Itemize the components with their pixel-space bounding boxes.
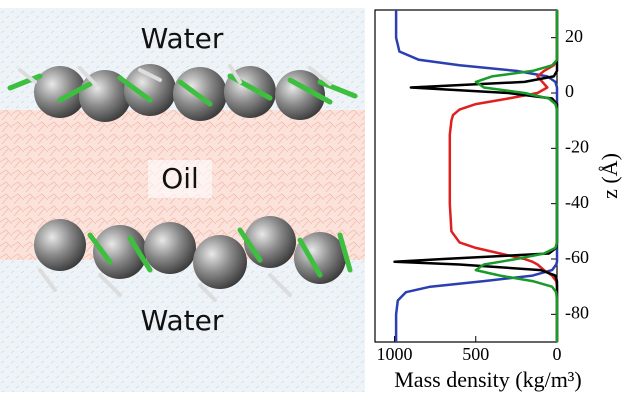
page: {"illustration": {"labels": ["Water", "O… xyxy=(0,0,626,402)
y-axis-label: z (Å) xyxy=(597,153,622,199)
region-label: Water xyxy=(141,304,224,337)
y-tick-label: 20 xyxy=(565,26,583,46)
y-tick-label: -40 xyxy=(565,192,589,212)
y-tick-label: -60 xyxy=(565,247,589,267)
region-label: Water xyxy=(141,22,224,55)
simulation-snapshot: Water Oil Water xyxy=(0,8,365,392)
density-curve xyxy=(476,10,557,342)
plot-frame xyxy=(375,10,557,342)
density-curve xyxy=(396,10,557,342)
region-label: Oil xyxy=(161,162,199,195)
y-tick-label: 0 xyxy=(565,81,574,101)
x-tick-label: 500 xyxy=(462,344,489,364)
figure: Water Oil Water Mass density (kg/m³) z (… xyxy=(0,0,626,402)
x-axis-label: Mass density (kg/m³) xyxy=(394,367,581,392)
x-tick-label: 0 xyxy=(553,344,562,364)
y-tick-label: -80 xyxy=(565,302,589,322)
y-tick-label: -20 xyxy=(565,136,589,156)
density-curve xyxy=(450,10,557,342)
x-tick-label: 1000 xyxy=(377,344,413,364)
